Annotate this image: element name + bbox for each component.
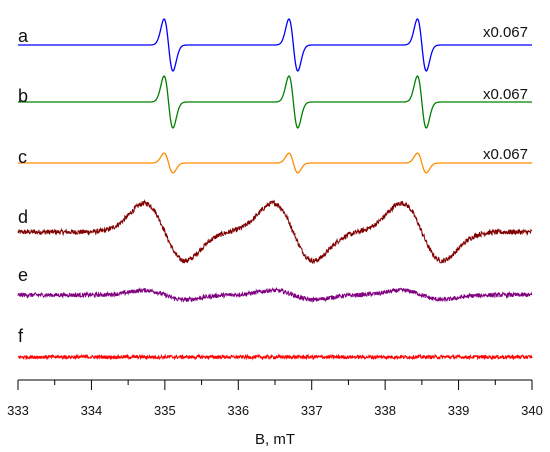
x-axis-label: B, mT <box>255 431 295 448</box>
trace-label-b: b <box>18 86 28 106</box>
x-tick-label: 339 <box>448 403 470 418</box>
scale-label-c: x0.067 <box>483 146 528 163</box>
trace-a <box>18 18 532 72</box>
spectra-traces <box>17 18 533 361</box>
trace-label-e: e <box>18 265 28 285</box>
trace-d <box>17 198 533 265</box>
x-tick-label: 333 <box>7 403 29 418</box>
trace-label-c: c <box>18 147 27 167</box>
trace-label-f: f <box>18 326 24 346</box>
x-tick-label: 337 <box>301 403 323 418</box>
scale-label-a: x0.067 <box>483 24 528 41</box>
x-tick-label: 335 <box>154 403 176 418</box>
x-tick-label: 334 <box>81 403 103 418</box>
trace-b <box>18 75 532 129</box>
x-tick-label: 338 <box>374 403 396 418</box>
trace-labels: a x0.067 b x0.067 c x0.067 d e f <box>18 24 528 346</box>
trace-label-d: d <box>18 207 28 227</box>
trace-f <box>17 353 533 361</box>
scale-label-b: x0.067 <box>483 86 528 103</box>
trace-c <box>18 152 532 174</box>
x-tick-label: 340 <box>521 403 543 418</box>
trace-e <box>17 286 533 304</box>
x-tick-label: 336 <box>227 403 249 418</box>
trace-label-a: a <box>18 26 29 46</box>
x-axis: 333 334 335 336 337 338 339 340 <box>7 379 543 418</box>
